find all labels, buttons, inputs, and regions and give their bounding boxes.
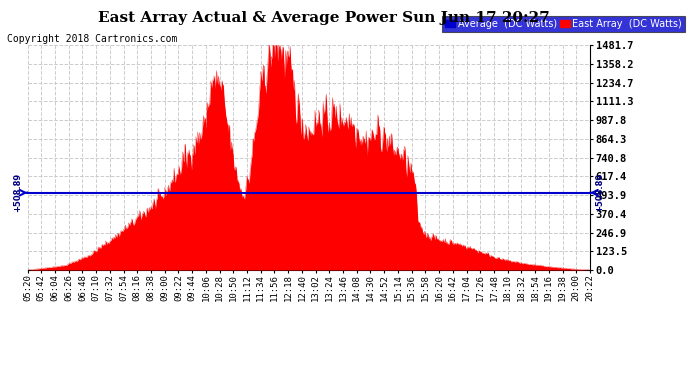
Legend: Average  (DC Watts), East Array  (DC Watts): Average (DC Watts), East Array (DC Watts… <box>442 16 685 32</box>
Text: +508.89: +508.89 <box>13 173 22 212</box>
Text: East Array Actual & Average Power Sun Jun 17 20:27: East Array Actual & Average Power Sun Ju… <box>99 11 550 25</box>
Text: Copyright 2018 Cartronics.com: Copyright 2018 Cartronics.com <box>7 34 177 44</box>
Text: +508.89: +508.89 <box>595 173 604 212</box>
